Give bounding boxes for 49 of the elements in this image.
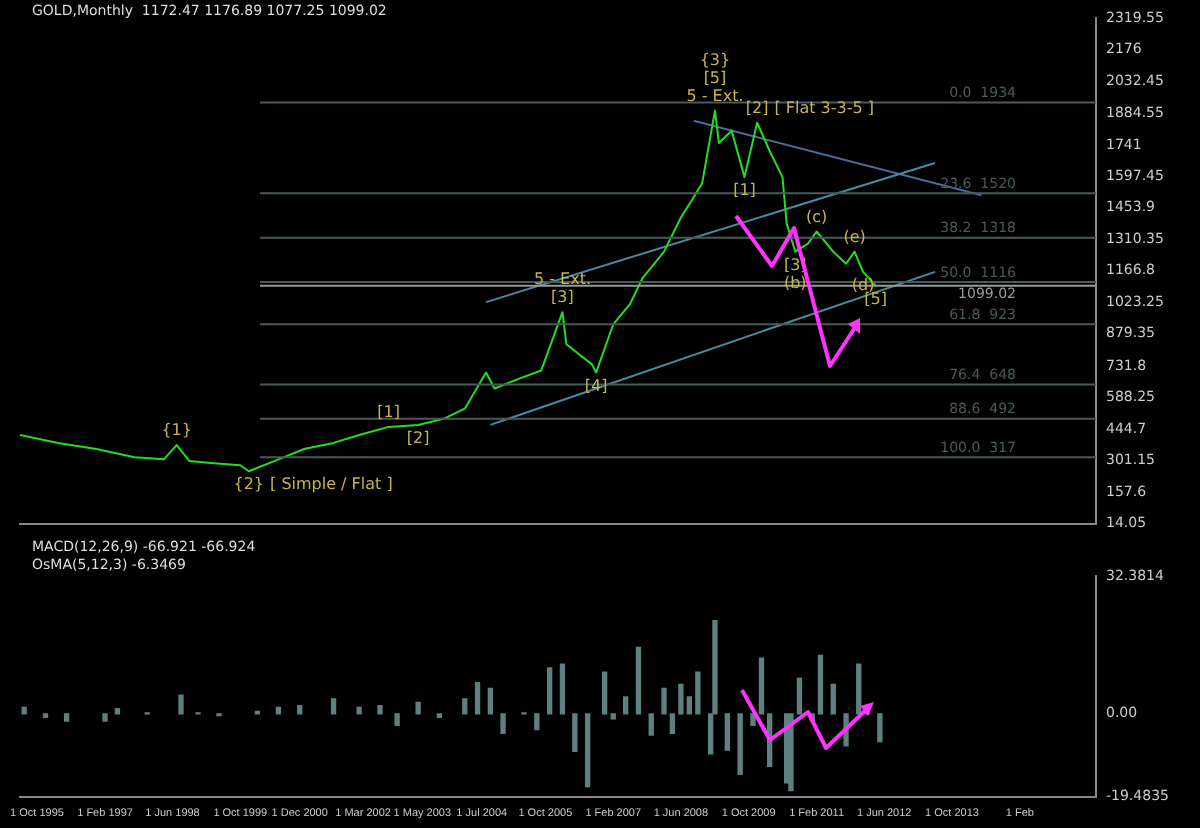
bar: [297, 705, 303, 715]
bar: [724, 713, 731, 751]
annotation: [5]: [864, 289, 888, 308]
annotation: [ Flat 3-3-5 ]: [774, 98, 875, 117]
annotation: [5]: [703, 68, 727, 87]
bar: [474, 682, 481, 715]
bar: [487, 687, 494, 715]
bar: [21, 706, 27, 715]
annotation: [1]: [377, 403, 400, 422]
bar: [601, 671, 608, 715]
bar: [830, 683, 836, 715]
bar: [178, 694, 184, 715]
bar: [330, 698, 337, 715]
bar: [534, 713, 540, 731]
bar: [856, 663, 862, 715]
annotation: [2]: [406, 429, 430, 448]
bar: [817, 654, 824, 715]
bar: [462, 698, 468, 715]
annotation: (c): [805, 207, 828, 226]
bar: [415, 701, 421, 715]
bar: [275, 706, 282, 715]
bar: [377, 705, 383, 715]
bar: [356, 706, 362, 715]
bar: [559, 663, 566, 715]
annotation: [2]: [745, 98, 769, 117]
bar: [610, 713, 616, 720]
bar: [394, 713, 400, 727]
annotation: [1]: [733, 181, 756, 200]
annotation: {1}: [161, 421, 192, 440]
annotation: {2}: [233, 475, 265, 494]
bar: [584, 713, 591, 788]
annotation: [ Simple / Flat ]: [270, 475, 393, 494]
bar: [102, 713, 108, 722]
bar: [114, 708, 121, 715]
bar: [877, 713, 883, 743]
bar: [695, 671, 701, 715]
bar: [500, 713, 506, 735]
bar: [737, 713, 743, 775]
annotation: 5 - Ext.: [533, 270, 591, 289]
annotation: {3}: [699, 50, 731, 69]
bar: [572, 713, 578, 752]
bar: [648, 713, 654, 736]
bar: [546, 667, 553, 715]
annotation: 5 - Ext.: [686, 86, 744, 105]
annotation: (e): [843, 227, 866, 246]
bar: [622, 696, 629, 715]
bar: [63, 713, 70, 722]
annotation: [3]: [551, 288, 574, 307]
bar: [635, 646, 642, 715]
